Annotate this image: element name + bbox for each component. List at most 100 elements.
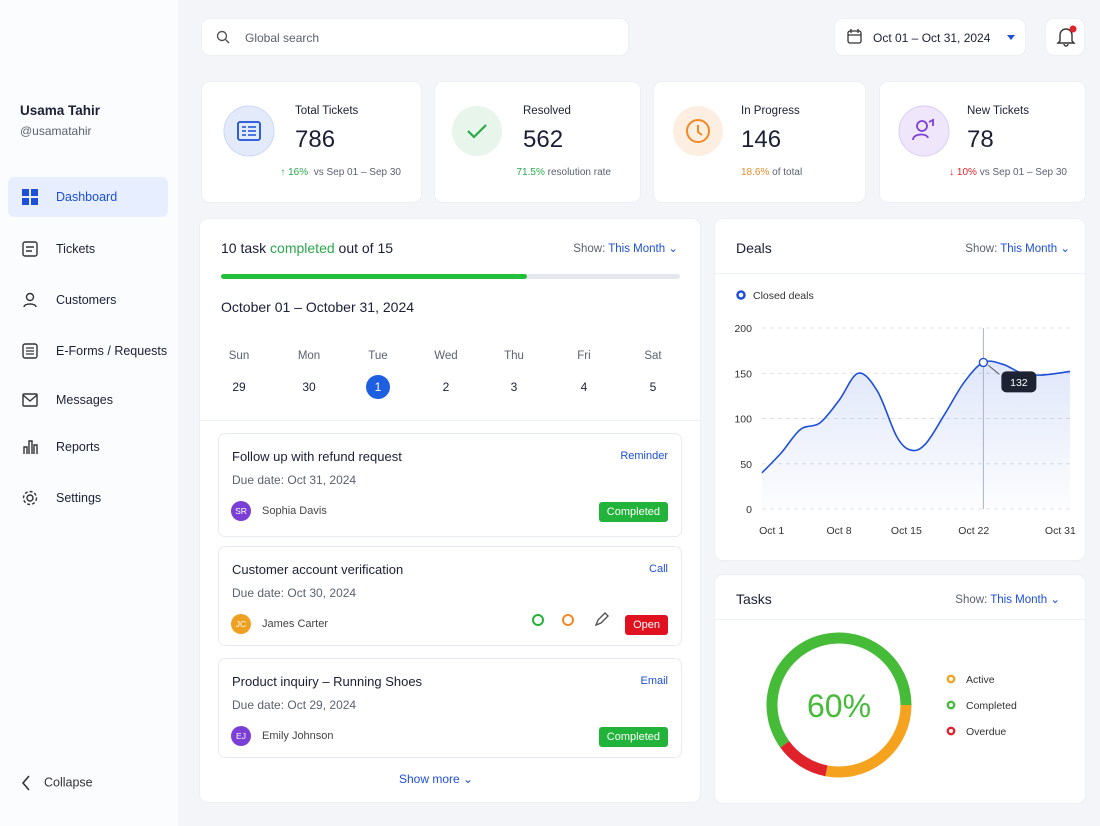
weekday: Wed xyxy=(434,350,458,362)
stat-label: Resolved xyxy=(523,105,571,117)
search[interactable]: Global search xyxy=(202,19,628,55)
stat-label: New Tickets xyxy=(967,105,1029,117)
progress-track xyxy=(221,274,680,279)
nav-item[interactable]: Dashboard xyxy=(8,177,168,217)
nav-item[interactable]: Tickets xyxy=(8,229,168,269)
stat-change: 18.6% of total xyxy=(741,167,802,178)
task-type[interactable]: Call xyxy=(649,563,668,575)
date[interactable]: 29 xyxy=(232,380,246,394)
filter-value: This Month xyxy=(990,594,1048,606)
task-type[interactable]: Reminder xyxy=(620,450,668,462)
show-more-label: Show more xyxy=(399,772,460,786)
actions[interactable] xyxy=(529,610,609,630)
stat-card: New Tickets 78 ↓ 10% vs Sep 01 – Sep 30 xyxy=(880,82,1085,202)
legend-label: Completed xyxy=(966,700,1017,712)
weekday: Fri xyxy=(577,350,591,362)
date[interactable]: 4 xyxy=(580,380,588,394)
icon xyxy=(22,490,38,506)
icon xyxy=(1007,35,1015,40)
icon xyxy=(673,106,723,156)
x-tick-label: Oct 15 xyxy=(891,525,922,537)
legend-label: Closed deals xyxy=(753,290,814,302)
stat-value: 786 xyxy=(295,126,336,153)
notifications[interactable] xyxy=(1046,19,1084,55)
stat-card: Total Tickets 786 ↑ 16% vs Sep 01 – Sep … xyxy=(202,82,421,202)
out-of: out of xyxy=(338,240,374,256)
user-handle: @usamatahir xyxy=(20,124,92,138)
icon xyxy=(21,775,30,791)
nav-label: Settings xyxy=(56,491,102,505)
change-note: resolution rate xyxy=(547,167,611,178)
sidebar xyxy=(0,0,178,826)
x-tick-label: Oct 8 xyxy=(826,525,851,537)
icon xyxy=(847,29,862,44)
change-value: 16% xyxy=(288,167,309,178)
stat-value: 562 xyxy=(523,126,564,153)
area xyxy=(762,361,1070,509)
nav-label: Tickets xyxy=(56,242,96,256)
weekday: Tue xyxy=(368,350,388,362)
x-tick-label: Oct 31 xyxy=(1045,525,1076,537)
stat-label: Total Tickets xyxy=(295,105,359,117)
date[interactable]: 3 xyxy=(510,380,518,394)
icon xyxy=(23,292,37,308)
donut-segment xyxy=(825,704,912,778)
unit: task xyxy=(240,240,267,256)
nav-item[interactable]: Reports xyxy=(8,427,168,467)
filter-label: Show: xyxy=(965,243,998,255)
nav-item[interactable]: Messages xyxy=(8,380,168,420)
change-value: 71.5% xyxy=(516,167,545,178)
filter[interactable]: Show: This Month ⌄ xyxy=(955,594,1060,606)
task-title: Follow up with refund request xyxy=(232,449,402,464)
y-tick-label: 200 xyxy=(734,323,752,335)
avatar: EJ xyxy=(231,726,251,746)
progress-title: 10 task completed out of 15 xyxy=(221,240,393,256)
status-badge: Completed xyxy=(598,502,668,522)
date[interactable]: 5 xyxy=(649,380,657,394)
legend-label: Overdue xyxy=(966,726,1006,738)
filter-value: This Month xyxy=(1000,243,1058,255)
date[interactable]: 1 xyxy=(366,375,390,399)
filter[interactable]: Show: This Month ⌄ xyxy=(965,243,1070,255)
icon xyxy=(223,105,275,157)
line xyxy=(761,360,1071,474)
x-tick-label: Oct 22 xyxy=(958,525,989,537)
filter-value: This Month xyxy=(608,243,666,255)
icon xyxy=(1056,25,1077,47)
nav-label: Messages xyxy=(56,393,113,407)
task-title: Customer account verification xyxy=(232,562,404,577)
collapse[interactable]: Collapse xyxy=(20,775,93,791)
change-note: of total xyxy=(772,167,803,178)
date-picker[interactable]: Oct 01 – Oct 31, 2024 xyxy=(835,19,1025,55)
stat-change: 71.5% resolution rate xyxy=(516,167,611,178)
tooltip-label: 132 xyxy=(1010,377,1028,389)
nav-item[interactable]: E-Forms / Requests xyxy=(8,331,168,371)
stat-card: In Progress 146 18.6% of total xyxy=(654,82,865,202)
icon xyxy=(898,105,950,157)
user-name: Usama Tahir xyxy=(20,103,101,118)
x-tick-label: Oct 1 xyxy=(759,525,784,537)
stat-card: Resolved 562 71.5% resolution rate xyxy=(435,82,640,202)
nav-item[interactable]: Settings xyxy=(8,478,168,518)
date-range: Oct 01 – Oct 31, 2024 xyxy=(873,31,991,45)
task-card: Customer account verification Due date: O… xyxy=(219,547,681,645)
date[interactable]: 2 xyxy=(442,380,450,394)
change-note: vs Sep 01 – Sep 30 xyxy=(979,167,1067,178)
status-badge: Open xyxy=(625,615,668,635)
filter[interactable]: Show: This Month ⌄ xyxy=(573,243,678,255)
progress-fill xyxy=(221,274,527,279)
stat-label: In Progress xyxy=(741,105,800,117)
change-note: vs Sep 01 – Sep 30 xyxy=(313,167,401,178)
weekday: Sat xyxy=(644,350,662,362)
date[interactable]: 30 xyxy=(302,380,316,394)
task-type[interactable]: Email xyxy=(640,675,668,687)
icon xyxy=(23,440,38,454)
show-more[interactable]: Show more ⌄ xyxy=(399,772,474,786)
task-due: Due date: Oct 29, 2024 xyxy=(232,698,357,712)
total: 15 xyxy=(377,240,394,256)
nav-label: Dashboard xyxy=(56,190,118,204)
avatar: SR xyxy=(231,501,251,521)
nav-item[interactable]: Customers xyxy=(8,280,168,320)
weekday: Sun xyxy=(228,350,250,362)
